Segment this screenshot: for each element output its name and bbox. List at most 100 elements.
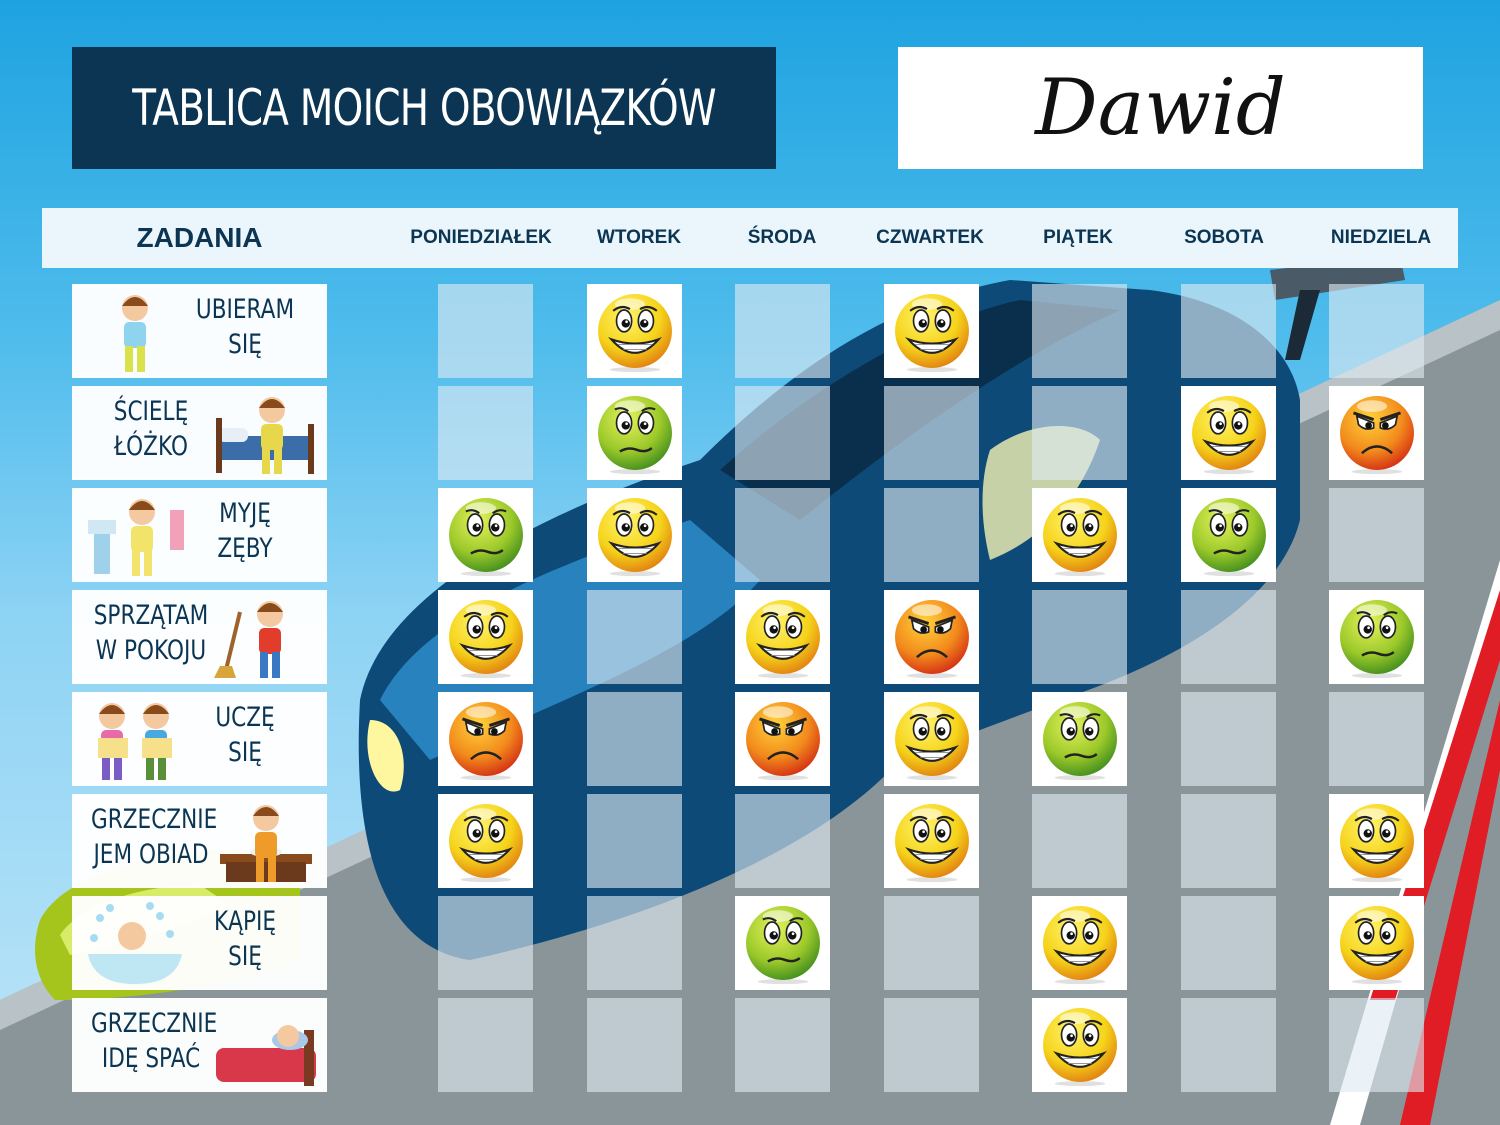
task-label-line: ŁÓŻKO [114,431,188,462]
task-card: ŚCIELĘ ŁÓŻKO [72,386,327,480]
grid-cell[interactable] [1181,794,1276,888]
grid-cell[interactable] [587,590,682,684]
grid-cell[interactable] [587,386,682,480]
grid-cell[interactable] [1329,386,1424,480]
grid-cell[interactable] [1181,488,1276,582]
tasks-column-header: ZADANIA [136,222,263,253]
child-name: Dawid [1035,63,1286,153]
task-label-line: W POKOJU [95,635,207,666]
grid-cell[interactable] [735,896,830,990]
grid-cell[interactable] [1329,590,1424,684]
grid-cell[interactable] [884,692,979,786]
happy-smiley-icon [1340,906,1414,985]
grid-cell[interactable] [587,794,682,888]
grid-cell[interactable] [1032,794,1127,888]
children-reading-illustration [98,703,172,780]
grid-cell[interactable] [884,386,979,480]
grid-cell[interactable] [1181,998,1276,1092]
grid-cell[interactable] [884,794,979,888]
child-making-bed-illustration [216,397,314,474]
angry-smiley-icon [746,702,820,781]
task-label-line: JEM OBIAD [93,839,209,870]
grid-cell[interactable] [438,692,533,786]
grid-cell[interactable] [587,998,682,1092]
day-header-friday: PIĄTEK [1043,227,1113,248]
grid-cell[interactable] [735,386,830,480]
grid-cell[interactable] [1032,284,1127,378]
task-label-line: MYJĘ [219,498,271,529]
grid-cell[interactable] [884,896,979,990]
happy-smiley-icon [598,498,672,577]
grid-cell[interactable] [1181,386,1276,480]
task-card: SPRZĄTAM W POKOJU [72,590,327,684]
grid-cell[interactable] [1181,896,1276,990]
task-label-line: ZĘBY [217,533,273,564]
baby-bathing-illustration [88,902,182,984]
grid-cell[interactable] [1032,692,1127,786]
grid-cell[interactable] [1032,998,1127,1092]
task-label-line: ŚCIELĘ [113,396,189,427]
title-banner: TABLICA MOICH OBOWIĄZKÓW [72,47,776,169]
happy-smiley-icon [746,600,820,679]
grid-cell[interactable] [1329,896,1424,990]
grid-cell[interactable] [735,488,830,582]
task-label: UBIERAM SIĘ [185,292,305,362]
grid-cell[interactable] [1032,386,1127,480]
grid-cell[interactable] [884,284,979,378]
grid-cell[interactable] [884,998,979,1092]
child-dressing-illustration [122,295,148,372]
grid-cell[interactable] [735,794,830,888]
grid-cell[interactable] [1032,590,1127,684]
task-card: GRZECZNIE IDĘ SPAĆ [72,998,327,1092]
grid-cell[interactable] [438,284,533,378]
task-card: UCZĘ SIĘ [72,692,327,786]
day-header-saturday: SOBOTA [1184,227,1264,248]
grid-cell[interactable] [1329,692,1424,786]
grid-cell[interactable] [1329,488,1424,582]
grid-cell[interactable] [1032,488,1127,582]
task-label-line: SPRZĄTAM [93,600,209,631]
grid-cell[interactable] [438,794,533,888]
grid-cell[interactable] [1181,284,1276,378]
happy-smiley-icon [1043,498,1117,577]
page-title: TABLICA MOICH OBOWIĄZKÓW [132,79,716,137]
grid-cell[interactable] [1032,896,1127,990]
grid-cell[interactable] [587,896,682,990]
day-header-monday: PONIEDZIAŁEK [410,227,552,248]
grid-cell[interactable] [438,386,533,480]
grid-cell[interactable] [438,590,533,684]
grid-cell[interactable] [735,998,830,1092]
grid-cell[interactable] [735,590,830,684]
grid-cell[interactable] [1181,692,1276,786]
day-header-wednesday: ŚRODA [747,227,817,248]
happy-smiley-icon [598,294,672,373]
grid-cell[interactable] [438,488,533,582]
task-label-line: UBIERAM [195,294,295,325]
task-label-line: UCZĘ [215,702,275,733]
grid-cell[interactable] [884,488,979,582]
angry-smiley-icon [1340,396,1414,475]
grid-cell[interactable] [438,896,533,990]
angry-smiley-icon [895,600,969,679]
grid-cell[interactable] [1329,998,1424,1092]
neutral-smiley-icon [1043,702,1117,781]
grid-cell[interactable] [1181,590,1276,684]
grid-cell[interactable] [735,692,830,786]
grid-cell[interactable] [1329,794,1424,888]
grid-cell[interactable] [1329,284,1424,378]
grid-cell[interactable] [884,590,979,684]
grid-cell[interactable] [587,488,682,582]
neutral-smiley-icon [1192,498,1266,577]
task-card: UBIERAM SIĘ [72,284,327,378]
task-label-line: KĄPIĘ [214,906,276,937]
happy-smiley-icon [449,804,523,883]
task-label-line: IDĘ SPAĆ [101,1043,201,1074]
neutral-smiley-icon [598,396,672,475]
grid-cell[interactable] [587,284,682,378]
child-brushing-teeth-illustration [88,499,184,576]
task-label: ŚCIELĘ ŁÓŻKO [91,394,211,464]
grid-cell[interactable] [438,998,533,1092]
grid-cell[interactable] [735,284,830,378]
grid-cell[interactable] [587,692,682,786]
